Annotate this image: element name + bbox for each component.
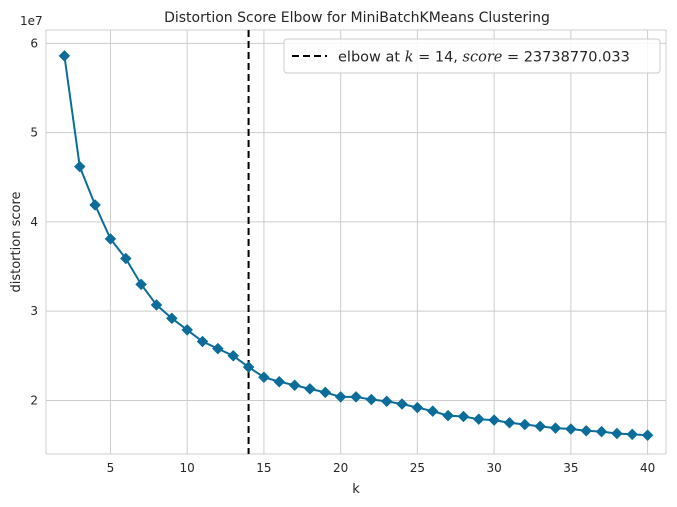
data-point-marker bbox=[442, 409, 454, 422]
data-point-marker bbox=[258, 371, 270, 384]
y-axis-ticks: 2 3 4 5 6 bbox=[30, 36, 38, 407]
data-point-marker bbox=[89, 199, 101, 211]
y-tick-label: 6 bbox=[30, 36, 38, 50]
x-tick-label: 5 bbox=[107, 461, 115, 475]
chart-title: Distortion Score Elbow for MiniBatchKMea… bbox=[164, 10, 550, 26]
data-point-marker bbox=[611, 427, 623, 440]
data-point-marker bbox=[365, 393, 378, 406]
data-point-marker bbox=[119, 252, 132, 265]
plot-background bbox=[46, 30, 666, 454]
y-tick-label: 3 bbox=[30, 304, 38, 318]
data-point-marker bbox=[457, 410, 470, 423]
data-point-marker bbox=[288, 379, 301, 392]
data-point-marker bbox=[426, 405, 439, 418]
data-point-marker bbox=[212, 342, 224, 355]
data-point-marker bbox=[150, 299, 163, 311]
data-point-marker bbox=[549, 422, 562, 434]
data-point-marker bbox=[380, 395, 393, 408]
data-point-marker bbox=[227, 349, 240, 362]
data-point-marker bbox=[626, 428, 639, 441]
x-tick-label: 30 bbox=[486, 461, 501, 475]
data-point-marker bbox=[518, 418, 531, 431]
data-point-marker bbox=[165, 312, 178, 325]
data-point-marker bbox=[319, 386, 332, 399]
legend-label-k-var: k bbox=[405, 50, 414, 66]
x-tick-label: 40 bbox=[640, 461, 655, 475]
legend-label-score-var: score bbox=[463, 50, 503, 66]
x-tick-label: 25 bbox=[410, 461, 425, 475]
data-point-marker bbox=[641, 429, 654, 442]
x-tick-label: 10 bbox=[180, 461, 195, 475]
data-point-marker bbox=[595, 425, 608, 438]
legend-box bbox=[283, 38, 661, 74]
y-tick-label: 5 bbox=[30, 126, 38, 140]
data-point-marker bbox=[181, 324, 194, 336]
legend: elbow at k = 14, score = 23738770.033 bbox=[283, 38, 661, 74]
data-point-marker bbox=[564, 423, 577, 435]
data-point-marker bbox=[334, 391, 347, 403]
x-tick-label: 15 bbox=[256, 461, 271, 475]
data-point-marker bbox=[104, 233, 117, 245]
data-point-marker bbox=[396, 398, 408, 410]
data-point-marker bbox=[304, 382, 316, 395]
legend-label: elbow at k = 14, score = 23738770.033 bbox=[338, 50, 630, 66]
y-offset-label: 1e7 bbox=[20, 14, 43, 28]
data-point-marker bbox=[411, 401, 424, 414]
data-point-marker bbox=[73, 160, 86, 173]
data-point-marker bbox=[242, 361, 255, 373]
legend-label-prefix: elbow at bbox=[338, 50, 405, 66]
data-point-marker bbox=[534, 420, 547, 433]
data-point-marker bbox=[135, 278, 148, 291]
data-point-marker bbox=[58, 50, 71, 62]
plot-frame bbox=[45, 29, 667, 455]
data-point-marker bbox=[503, 416, 516, 429]
series-group bbox=[58, 50, 654, 442]
y-tick-label: 4 bbox=[30, 215, 38, 229]
grid-lines bbox=[46, 30, 666, 454]
y-tick-label: 2 bbox=[30, 393, 38, 407]
data-point-marker bbox=[488, 414, 500, 426]
plot-area bbox=[45, 29, 667, 455]
data-point-marker bbox=[196, 335, 209, 348]
legend-label-score-value: = 23738770.033 bbox=[502, 50, 629, 66]
legend-label-k-value: = 14, bbox=[413, 50, 462, 66]
x-axis-label: k bbox=[352, 482, 360, 497]
x-tick-label: 35 bbox=[563, 461, 578, 475]
x-tick-label: 20 bbox=[333, 461, 348, 475]
x-axis-ticks: 5 10 15 20 25 30 35 40 bbox=[107, 461, 656, 475]
data-point-marker bbox=[273, 375, 286, 388]
data-point-marker bbox=[350, 391, 362, 403]
data-point-marker bbox=[580, 424, 593, 437]
data-point-marker bbox=[472, 413, 485, 426]
y-axis-label: distortion score bbox=[9, 192, 24, 293]
